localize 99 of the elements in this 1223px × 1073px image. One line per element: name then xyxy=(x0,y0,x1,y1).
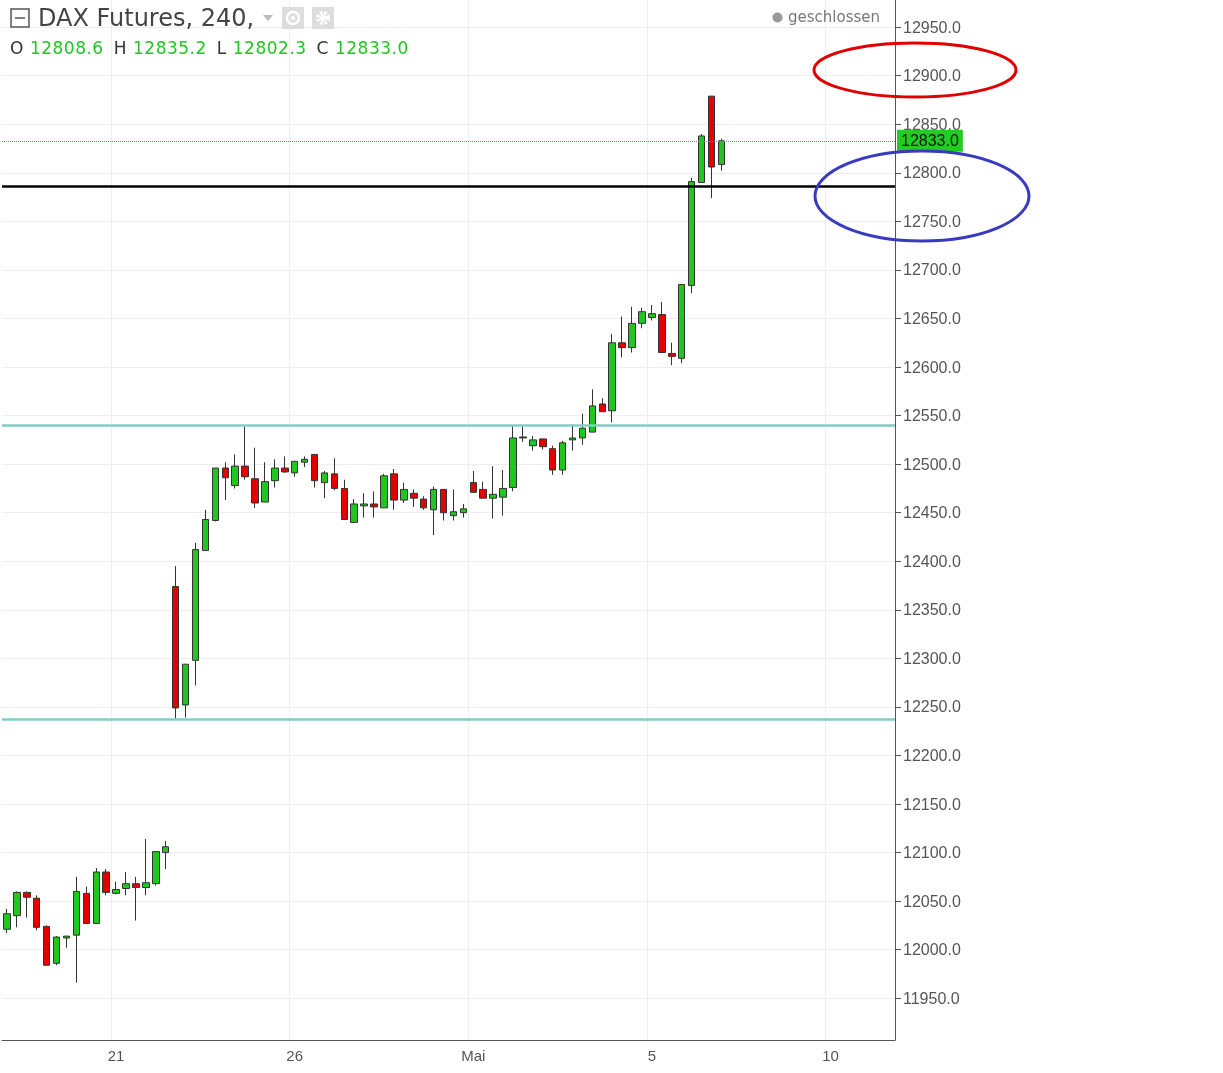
y-tick-label: 12350.0 xyxy=(903,601,961,619)
candlestick xyxy=(470,470,477,493)
candlestick xyxy=(410,488,418,508)
candlestick xyxy=(321,470,328,499)
candlestick xyxy=(370,490,378,519)
candlestick xyxy=(172,565,179,720)
candlestick xyxy=(460,503,467,519)
candlestick xyxy=(93,867,100,924)
candlestick xyxy=(63,935,70,949)
candlestick xyxy=(202,509,209,552)
candlestick xyxy=(83,886,90,924)
annotation: geschlossen xyxy=(788,8,881,26)
candlestick xyxy=(450,488,457,521)
candlestick xyxy=(73,876,80,984)
candlestick xyxy=(708,95,715,199)
y-tick-label: 12000.0 xyxy=(903,941,961,959)
candlestick xyxy=(380,473,388,509)
candlestick xyxy=(311,453,318,488)
candlestick xyxy=(271,458,279,488)
text: O 12808.6 H 12835.2 L 12802.3 C 12833.0 xyxy=(10,38,409,58)
y-tick-label: 12650.0 xyxy=(903,310,961,328)
candlestick xyxy=(599,397,606,413)
candlestick xyxy=(678,284,685,364)
candlestick xyxy=(608,333,616,423)
candlestick xyxy=(261,461,269,503)
y-tick-label: 12950.0 xyxy=(903,18,961,36)
candlestick xyxy=(112,881,120,895)
candlestick xyxy=(162,840,169,870)
candlestick xyxy=(251,447,259,509)
candlestick xyxy=(618,316,626,358)
candlestick xyxy=(192,542,199,687)
y-tick-label: 12250.0 xyxy=(903,698,961,716)
candlestick xyxy=(628,306,636,353)
candlestick xyxy=(122,871,130,896)
candlestick xyxy=(281,455,289,474)
y-tick-label: 12700.0 xyxy=(903,261,961,279)
candlestick xyxy=(291,460,298,478)
y-tick-label: 12900.0 xyxy=(903,67,961,85)
y-tick-label: 12750.0 xyxy=(903,212,961,230)
candlestick xyxy=(3,908,11,934)
candlestick xyxy=(350,498,358,523)
y-tick-label: 11950.0 xyxy=(903,989,960,1007)
y-tick-label: 12300.0 xyxy=(903,649,961,667)
y-tick-label: 12550.0 xyxy=(903,407,961,425)
candlestick xyxy=(549,445,556,476)
candlestick xyxy=(420,495,427,511)
y-tick-label: 12850.0 xyxy=(903,115,961,133)
y-tick-label: 12150.0 xyxy=(903,795,961,813)
candlestick xyxy=(132,876,140,922)
candlestick xyxy=(688,177,695,294)
candlestick xyxy=(668,342,676,366)
candlestick xyxy=(222,461,229,501)
y-tick-label: 12050.0 xyxy=(903,892,961,910)
candlestick xyxy=(390,468,398,511)
candlestick xyxy=(400,482,408,504)
x-tick-label: 21 xyxy=(107,1047,125,1064)
x-tick-label: Mai xyxy=(461,1047,486,1064)
ref-line-label: 12833.0 xyxy=(901,132,959,150)
candlestick xyxy=(33,894,40,931)
candlestick xyxy=(509,425,517,492)
candlestick xyxy=(430,486,437,536)
candlestick xyxy=(658,301,666,353)
candlestick xyxy=(519,425,527,443)
candlestick xyxy=(648,304,656,321)
y-tick-label: 12600.0 xyxy=(903,358,961,376)
candlestick xyxy=(43,924,50,966)
candlestick xyxy=(529,435,537,452)
y-tick-label: 12200.0 xyxy=(903,746,961,764)
candlestick xyxy=(331,457,338,491)
candlestick xyxy=(341,479,348,521)
candlestick xyxy=(360,492,368,519)
candlestick xyxy=(231,453,239,489)
candlestick xyxy=(479,481,487,499)
candlestick xyxy=(182,663,189,719)
chart-title: DAX Futures, 240, xyxy=(38,4,255,32)
y-tick-label: 12450.0 xyxy=(903,504,961,522)
candlestick xyxy=(489,465,497,520)
x-tick-label: 10 xyxy=(822,1047,839,1064)
y-tick-label: 12400.0 xyxy=(903,552,961,570)
candlestick xyxy=(499,469,507,517)
candlestick xyxy=(13,890,21,928)
candlestick xyxy=(440,488,447,521)
candlestick xyxy=(142,838,150,896)
candlestick xyxy=(559,440,566,476)
y-tick-label: 12800.0 xyxy=(903,164,961,182)
x-tick-label: 26 xyxy=(286,1047,304,1064)
candlestick xyxy=(301,455,308,468)
candlestick xyxy=(212,467,219,522)
candlestick xyxy=(539,438,547,451)
candlestick xyxy=(102,868,110,896)
y-tick-label: 12100.0 xyxy=(903,844,961,862)
candlestick xyxy=(23,890,31,919)
candlestick xyxy=(638,307,646,329)
candlestick xyxy=(53,935,60,966)
candlestick xyxy=(241,425,249,481)
y-tick-label: 12500.0 xyxy=(903,455,961,473)
candlestick xyxy=(579,413,586,446)
x-tick-label: 5 xyxy=(647,1047,657,1064)
candlestick xyxy=(152,851,160,887)
